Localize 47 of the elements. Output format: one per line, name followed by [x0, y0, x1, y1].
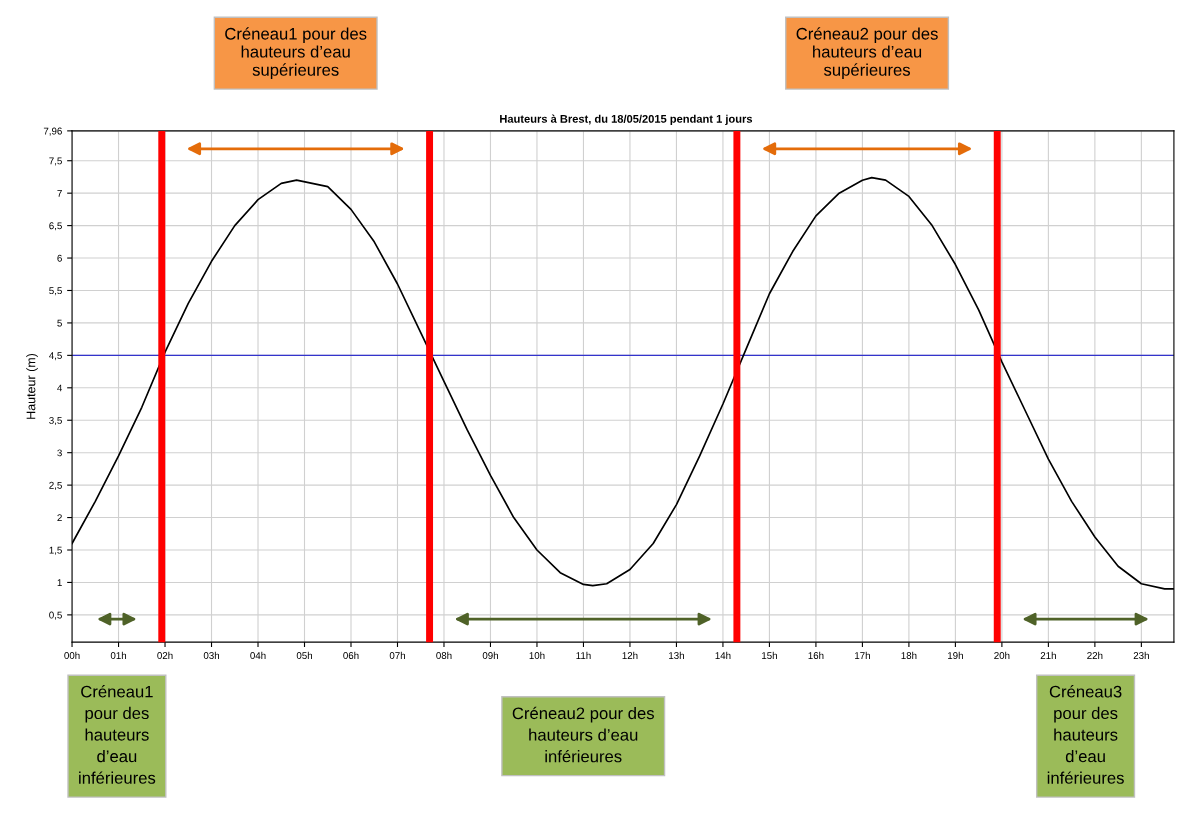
y-tick-label: 5: [57, 319, 62, 327]
y-tick-label: 5,5: [49, 287, 62, 296]
x-tick-label: 12h: [622, 651, 638, 659]
x-tick-label: 08h: [436, 651, 452, 659]
x-tick-label: 06h: [343, 651, 359, 659]
x-tick-label: 09h: [482, 651, 498, 659]
y-axis-title: Hauteur (m): [26, 353, 38, 419]
y-tick-label: 1,5: [49, 546, 62, 555]
x-tick-label: 10h: [529, 651, 545, 659]
x-tick-label: 01h: [110, 651, 127, 659]
text: Créneau1 pour des hauteurs d’eau inférieures: [79, 685, 156, 784]
x-tick-label: 19h: [948, 651, 963, 659]
y-tick-label: 6: [57, 254, 62, 262]
y-tick-label: 2,5: [49, 481, 62, 490]
y-tick-label: 0,5: [49, 611, 62, 620]
text: Créneau2 pour des hauteurs d’eau inférieures: [512, 706, 654, 763]
x-tick-label: 04h: [250, 651, 266, 659]
chart-title: Hauteurs à Brest, du 18/05/2015 pendant 1 jours: [500, 114, 753, 126]
x-tick-label: 18h: [901, 651, 917, 659]
y-tick-label: 3: [57, 449, 62, 457]
x-tick-label: 21h: [1040, 651, 1056, 659]
x-tick-label: 15h: [762, 651, 777, 659]
text: Créneau3 pour des hauteurs d’eau inférieures: [1047, 685, 1124, 784]
y-tick-label: 7,5: [49, 157, 62, 166]
x-tick-label: 16h: [808, 651, 824, 659]
x-tick-label: 02h: [157, 651, 173, 659]
y-tick-label: 4,5: [49, 352, 62, 361]
x-tick-label: 17h: [855, 651, 870, 659]
y-tick-label: 2: [57, 514, 62, 522]
text: Créneau1 pour des hauteurs d’eau supérieures: [225, 27, 367, 80]
x-tick-label: 22h: [1087, 651, 1103, 659]
y-tick-label: 7: [57, 190, 62, 197]
x-tick-label: 00h: [64, 651, 80, 659]
x-tick-label: 13h: [669, 651, 684, 659]
y-tick-label: 1: [57, 579, 62, 586]
x-tick-label: 07h: [389, 651, 405, 659]
text: Créneau2 pour des hauteurs d’eau supérieures: [796, 27, 938, 80]
x-tick-label: 11h: [576, 651, 591, 659]
y-tick-label: 4: [57, 384, 63, 392]
x-tick-label: 20h: [994, 651, 1010, 659]
x-tick-label: 14h: [715, 651, 731, 659]
y-tick-label: 7,96: [43, 127, 62, 136]
y-tick-label: 6,5: [49, 222, 62, 231]
x-tick-label: 05h: [296, 651, 312, 659]
x-tick-label: 03h: [203, 651, 219, 659]
y-tick-label: 3,5: [49, 416, 62, 426]
x-tick-label: 23h: [1133, 651, 1149, 659]
